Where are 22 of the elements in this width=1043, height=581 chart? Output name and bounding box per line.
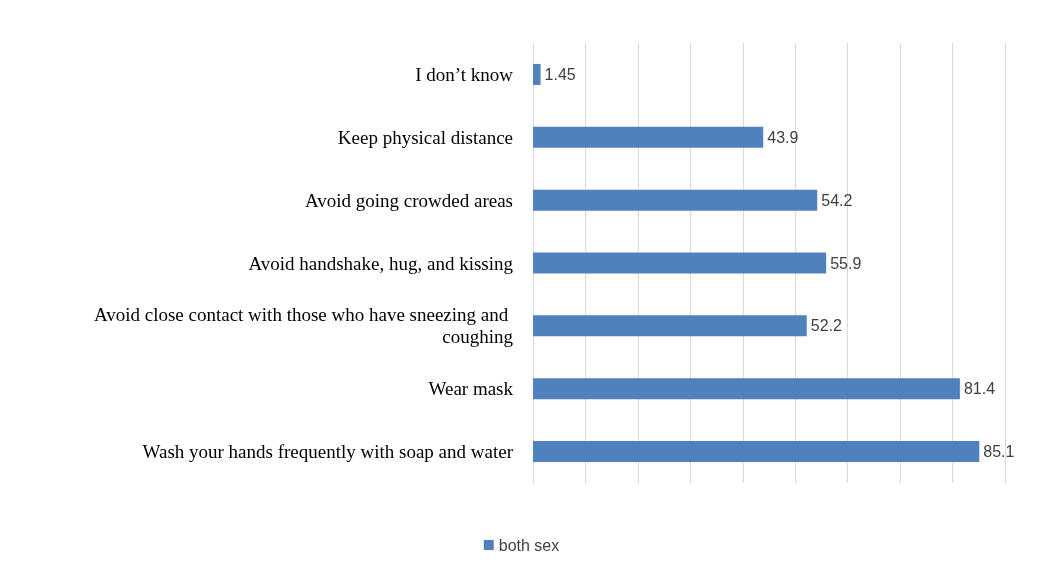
data-label: 85.1 — [983, 443, 1015, 461]
data-label: 54.2 — [821, 191, 853, 209]
legend-label: both sex — [498, 536, 560, 554]
y-tick-label: Wear mask — [428, 378, 514, 400]
bar — [533, 441, 980, 463]
y-tick-label: Avoid close contact with those who have sneezing and coughing — [93, 304, 514, 348]
bar — [533, 126, 764, 148]
data-label: 52.2 — [810, 317, 842, 335]
bar — [533, 252, 827, 274]
bar — [533, 63, 541, 85]
data-label: 81.4 — [963, 380, 996, 398]
y-tick-label: Avoid handshake, hug, and kissing — [248, 252, 514, 274]
data-label: 1.45 — [544, 65, 576, 83]
bar — [533, 189, 818, 211]
bar — [533, 378, 960, 400]
data-label: 55.9 — [830, 254, 862, 272]
data-label: 43.9 — [767, 128, 799, 146]
y-tick-label: Keep physical distance — [337, 126, 513, 148]
y-tick-label: Avoid going crowded areas — [304, 189, 513, 211]
y-tick-label: I don’t know — [415, 63, 514, 85]
y-tick-label: Wash your hands frequently with soap and water — [142, 441, 514, 463]
bar — [533, 315, 807, 337]
